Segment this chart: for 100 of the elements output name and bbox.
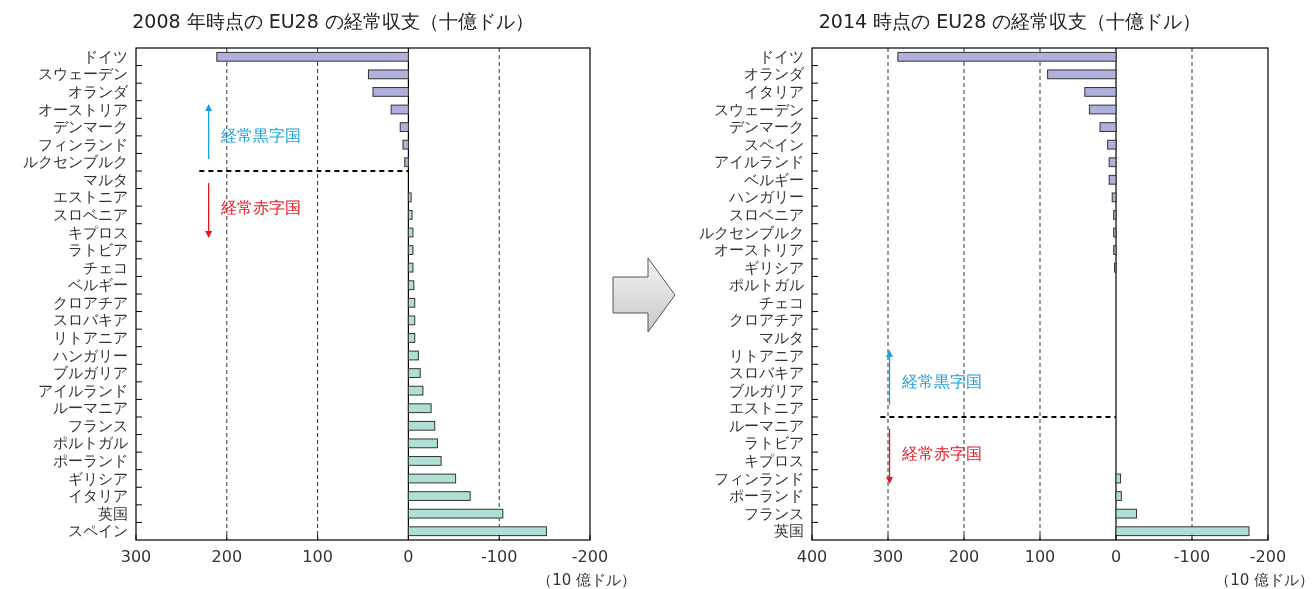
bar <box>1108 157 1117 168</box>
bar <box>404 157 409 168</box>
bar <box>407 473 457 484</box>
y-tick-label: オーストリア <box>38 100 128 119</box>
bar <box>1099 122 1117 132</box>
bar <box>407 438 438 449</box>
y-tick-label: ルーマニア <box>53 399 128 418</box>
y-tick-label: ラトビア <box>68 241 128 260</box>
bar <box>407 333 416 343</box>
x-tick-label: 0 <box>403 547 414 566</box>
y-tick-label: ドイツ <box>83 47 128 66</box>
bar <box>1084 87 1117 97</box>
x-tick-label: 200 <box>211 547 243 566</box>
bar <box>372 87 409 97</box>
y-tick-label: リトアニア <box>53 328 128 347</box>
bar <box>1108 174 1117 185</box>
y-tick-label: チェコ <box>83 258 128 277</box>
bar <box>1113 245 1117 255</box>
y-tick-label: アイルランド <box>714 153 804 172</box>
y-tick-label: フランス <box>68 416 128 435</box>
y-tick-label: スロバキア <box>729 364 804 383</box>
y-tick-label: クロアチア <box>729 311 804 330</box>
y-tick-label: アイルランド <box>38 381 128 400</box>
y-tick-label: ドイツ <box>759 47 804 66</box>
y-tick-label: マルタ <box>759 328 804 347</box>
x-tick-label: 100 <box>302 547 333 566</box>
x-tick-label: 100 <box>1024 547 1056 566</box>
x-tick-label: -200 <box>1249 547 1287 566</box>
y-tick-label: ポーランド <box>53 451 128 470</box>
y-tick-label: イタリア <box>68 487 128 506</box>
bar <box>1111 192 1117 203</box>
y-tick-label: ルクセンブルク <box>699 223 804 242</box>
bar <box>407 210 413 220</box>
y-tick-label: ポーランド <box>729 487 804 506</box>
chart-title: 2008 年時点の EU28 の経常収支（十億ドル） <box>132 10 534 32</box>
x-tick-label: 200 <box>948 547 980 566</box>
bar <box>407 192 412 203</box>
y-tick-label: スロバキア <box>53 311 128 330</box>
y-tick-label: オランダ <box>744 65 805 84</box>
bar <box>407 245 414 255</box>
y-tick-label: スロベニア <box>53 205 128 224</box>
bar <box>402 139 409 150</box>
y-tick-label: チェコ <box>759 293 804 312</box>
bar <box>407 315 416 326</box>
y-tick-label: ベルギー <box>68 276 128 295</box>
y-tick-label: マルタ <box>83 170 128 189</box>
y-tick-label: ルーマニア <box>729 416 804 435</box>
y-tick-label: リトアニア <box>729 346 804 365</box>
annotation: 経常黒字国 <box>219 126 301 145</box>
y-tick-label: ハンガリー <box>728 188 804 207</box>
y-tick-label: エストニア <box>729 399 804 418</box>
y-tick-label: スウェーデン <box>38 65 128 84</box>
y-tick-label: 英国 <box>98 504 128 523</box>
chart-title: 2014 時点の EU28 の経常収支（十億ドル） <box>818 10 1202 32</box>
bar <box>390 104 409 115</box>
y-tick-label: ギリシア <box>68 469 128 488</box>
y-tick-label: ハンガリー <box>52 346 128 365</box>
bar <box>407 420 436 431</box>
y-tick-label: ベルギー <box>744 170 804 189</box>
bar <box>407 280 415 291</box>
bar <box>407 456 442 466</box>
x-tick-label: -100 <box>1173 547 1211 566</box>
bar <box>399 122 409 132</box>
bar <box>1107 139 1117 150</box>
bar <box>1115 491 1122 501</box>
bar <box>407 297 416 308</box>
y-tick-label: デンマーク <box>729 118 804 137</box>
y-tick-label: ギリシア <box>744 258 804 277</box>
y-tick-label: ルクセンブルク <box>23 153 128 172</box>
y-tick-label: スウェーデン <box>714 100 804 119</box>
y-tick-label: デンマーク <box>53 118 128 137</box>
bar <box>407 385 424 396</box>
x-tick-label: 300 <box>120 547 152 566</box>
y-tick-label: ブルガリア <box>53 364 128 383</box>
y-tick-label: スペイン <box>68 522 128 541</box>
bar <box>407 403 432 414</box>
y-tick-label: キプロス <box>744 451 804 470</box>
y-tick-label: フランス <box>744 504 804 523</box>
y-tick-label: オーストリア <box>714 241 804 260</box>
bar <box>1113 227 1117 238</box>
bar <box>367 69 409 80</box>
y-tick-label: エストニア <box>53 188 128 207</box>
x-axis-title: （10 億ドル） <box>1215 571 1314 589</box>
y-tick-label: フィンランド <box>714 469 804 488</box>
y-tick-label: ポルトガル <box>53 434 128 453</box>
bar <box>407 368 421 378</box>
y-tick-label: キプロス <box>68 223 128 242</box>
bar <box>1115 473 1122 484</box>
bar <box>1113 210 1117 220</box>
x-tick-label: 300 <box>872 547 904 566</box>
bar <box>407 262 414 273</box>
y-tick-label: フィンランド <box>38 135 128 154</box>
bar <box>1115 508 1138 519</box>
bar <box>407 491 471 501</box>
x-tick-label: -200 <box>571 547 609 566</box>
x-tick-label: 0 <box>1110 547 1122 566</box>
y-tick-label: スロベニア <box>729 205 804 224</box>
y-tick-label: オランダ <box>68 82 129 101</box>
bar <box>407 227 414 238</box>
y-tick-label: ブルガリア <box>729 381 804 400</box>
